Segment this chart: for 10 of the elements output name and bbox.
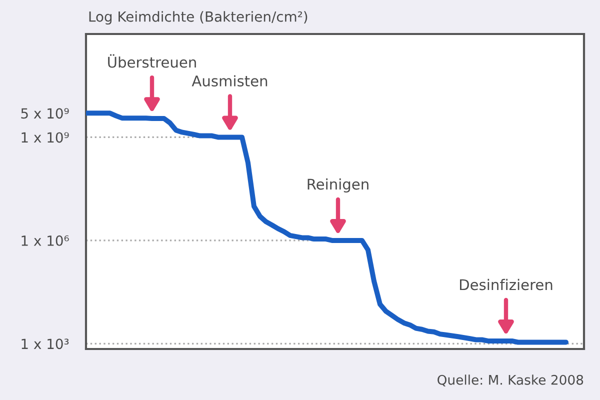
y-tick-label: 1 x 10⁹ (22, 132, 69, 143)
annotation: Überstreuen (108, 54, 196, 68)
y-tick-label: 5 x 10⁹ (21, 108, 69, 119)
source-note: Quelle: M. Kaske 2008 (438, 374, 584, 386)
annotation: Reinigen (308, 178, 368, 193)
annotation: Ausmisten (192, 75, 268, 86)
y-axis-title: Log Keimdichte (Bakterien/cm²) (89, 11, 308, 25)
y-tick-label: 1 x 10³ (22, 338, 69, 350)
y-tick-label: 1 x 10⁶ (22, 235, 69, 246)
annotation: Desinfizieren (460, 278, 552, 290)
